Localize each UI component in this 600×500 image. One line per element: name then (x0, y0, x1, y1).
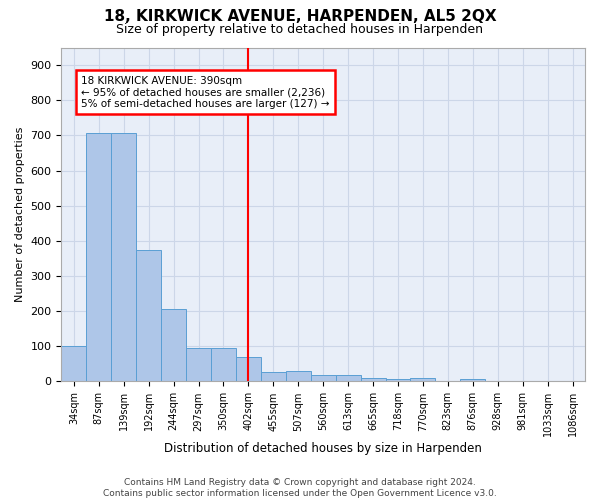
Bar (161, 308, 186, 382)
Y-axis label: Number of detached properties: Number of detached properties (15, 127, 25, 302)
Bar (335, 375, 361, 382)
Bar (136, 250, 161, 382)
Text: 18 KIRKWICK AVENUE: 390sqm
← 95% of detached houses are smaller (2,236)
5% of se: 18 KIRKWICK AVENUE: 390sqm ← 95% of deta… (82, 76, 330, 109)
Bar (186, 348, 211, 382)
Bar (460, 378, 485, 382)
Bar (261, 372, 286, 382)
Text: Size of property relative to detached houses in Harpenden: Size of property relative to detached ho… (116, 22, 484, 36)
Bar (211, 348, 236, 382)
Bar (286, 371, 311, 382)
Bar (361, 378, 386, 382)
Bar (410, 378, 436, 382)
Bar (61, 346, 86, 382)
Text: 18, KIRKWICK AVENUE, HARPENDEN, AL5 2QX: 18, KIRKWICK AVENUE, HARPENDEN, AL5 2QX (104, 9, 496, 24)
X-axis label: Distribution of detached houses by size in Harpenden: Distribution of detached houses by size … (164, 442, 482, 455)
Bar (111, 132, 136, 382)
Bar (311, 375, 335, 382)
Bar (236, 357, 261, 382)
Bar (86, 132, 111, 382)
Bar (386, 378, 410, 382)
Text: Contains HM Land Registry data © Crown copyright and database right 2024.
Contai: Contains HM Land Registry data © Crown c… (103, 478, 497, 498)
